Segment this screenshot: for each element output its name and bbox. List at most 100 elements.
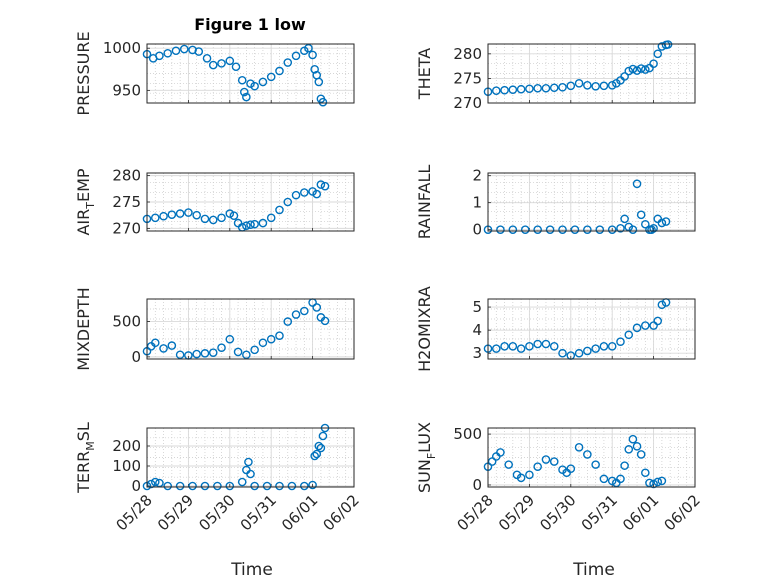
- data-point: [217, 213, 226, 223]
- data-point: [175, 481, 185, 491]
- data-point: [175, 209, 185, 218]
- data-point: [520, 225, 530, 234]
- data-point: [525, 470, 534, 480]
- data-point: [624, 66, 634, 76]
- data-point: [320, 181, 330, 191]
- y-tick-label: 270: [112, 219, 141, 237]
- axes-box: [146, 43, 355, 104]
- data-point: [541, 339, 551, 349]
- data-point: [632, 442, 642, 451]
- data-point: [570, 225, 580, 234]
- data-point: [242, 350, 251, 360]
- data-point: [516, 344, 526, 353]
- data-point: [516, 84, 526, 94]
- y-axis-label-tail: EMP: [74, 168, 93, 202]
- data-point: [258, 338, 268, 348]
- data-point: [583, 450, 592, 459]
- data-point: [566, 81, 576, 91]
- figure-title: Figure 1 low: [194, 15, 306, 34]
- data-point: [262, 481, 272, 491]
- y-tick-label: 2: [472, 167, 482, 185]
- y-tick-label: 500: [112, 313, 141, 331]
- data-point: [242, 221, 251, 231]
- data-point: [649, 59, 658, 68]
- data-point: [504, 460, 514, 469]
- data-point: [583, 346, 592, 356]
- data-point: [266, 213, 276, 223]
- data-point: [500, 342, 509, 351]
- data-point: [266, 334, 276, 344]
- subplot-6: 3 4 5 H2OMIXRA: [415, 286, 696, 372]
- data-point: [312, 189, 322, 199]
- data-point: [300, 188, 309, 197]
- data-point: [632, 179, 642, 189]
- data-point: [558, 82, 567, 92]
- data-point: [208, 348, 218, 357]
- data-point: [595, 225, 605, 234]
- data-point: [200, 214, 210, 224]
- y-tick-label: 4: [472, 321, 482, 339]
- data-point: [632, 66, 642, 75]
- data-point: [167, 341, 177, 350]
- data-point: [225, 56, 235, 66]
- subplot-3: 270 275 280 AIRTEMP: [74, 167, 355, 237]
- axes-box: [487, 172, 696, 232]
- data-point: [657, 218, 667, 228]
- x-tick-label: 06/02: [320, 491, 363, 534]
- y-axis-label-tail: LUX: [415, 422, 434, 453]
- y-tick-label: 280: [453, 45, 482, 63]
- data-point: [275, 66, 284, 76]
- subplot-7: 0 100 200 TERRMSL 05/2805/2905/3005/3106/010…: [74, 422, 363, 534]
- data-point: [246, 220, 255, 229]
- axes-box: [146, 427, 355, 488]
- y-tick-label: 1: [472, 194, 482, 212]
- data-point: [192, 349, 201, 359]
- data-point: [649, 479, 658, 489]
- data-point: [496, 448, 505, 457]
- data-point: [616, 337, 625, 346]
- data-point: [188, 481, 197, 491]
- y-tick-label: 275: [453, 69, 482, 87]
- y-tick-label: 100: [112, 457, 141, 475]
- data-point: [258, 77, 268, 87]
- data-point: [616, 474, 625, 484]
- data-point: [155, 51, 164, 61]
- data-point: [167, 210, 177, 219]
- data-point: [508, 342, 518, 351]
- data-point: [300, 481, 309, 491]
- data-point: [213, 481, 222, 491]
- data-point: [500, 85, 509, 95]
- data-point: [641, 468, 650, 478]
- data-point: [266, 72, 276, 82]
- data-point: [320, 316, 330, 326]
- data-point: [250, 345, 259, 355]
- data-point: [179, 44, 189, 54]
- data-point: [607, 225, 617, 234]
- data-point: [217, 59, 226, 68]
- data-point: [599, 342, 609, 351]
- data-point: [647, 225, 656, 234]
- y-axis-label-subscript: T: [84, 202, 97, 210]
- data-point: [533, 462, 542, 471]
- y-tick-label: 0: [131, 348, 141, 366]
- data-point: [620, 214, 629, 224]
- data-point: [641, 65, 650, 74]
- x-axis-label-right: Time: [572, 560, 615, 580]
- data-point: [159, 211, 168, 221]
- x-tick-label: 05/31: [578, 491, 621, 534]
- data-point: [244, 457, 253, 467]
- y-tick-label: 280: [112, 167, 141, 185]
- data-point: [304, 43, 313, 53]
- data-point: [217, 343, 226, 353]
- x-axis-label-left: Time: [230, 560, 273, 580]
- data-point: [533, 225, 542, 234]
- data-point: [591, 344, 600, 353]
- data-point: [310, 451, 319, 461]
- y-axis-label: PRESSURE: [74, 31, 93, 115]
- x-tick-label: 05/30: [536, 491, 579, 534]
- data-point: [194, 47, 204, 56]
- subplot-2: 270 275 280 THETA: [415, 40, 696, 112]
- data-point: [316, 180, 326, 189]
- data-point: [599, 81, 609, 91]
